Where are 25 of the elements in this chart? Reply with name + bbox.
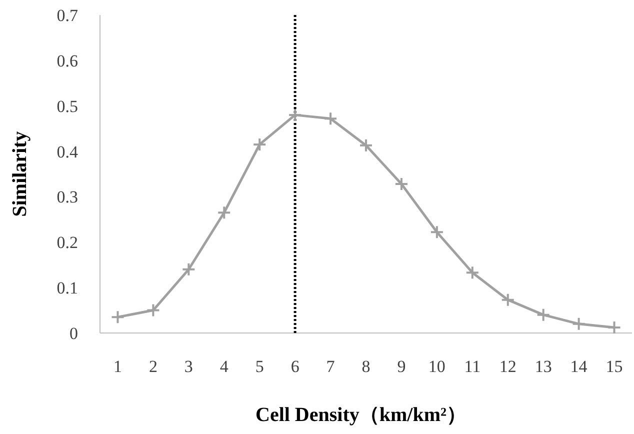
ytick: 0.6: [56, 51, 78, 70]
xtick: 9: [397, 357, 406, 376]
xtick: 10: [428, 357, 446, 376]
xtick: 4: [220, 357, 228, 376]
xtick: 13: [534, 357, 552, 376]
ytick: 0.7: [56, 6, 78, 25]
ytick: 0.5: [56, 96, 78, 116]
ytick: 0.4: [56, 142, 78, 162]
xtick: 14: [570, 357, 588, 376]
ytick: 0.1: [56, 278, 78, 298]
xtick: 11: [464, 357, 481, 376]
xtick: 2: [148, 357, 158, 376]
ylabel: Similarity: [9, 131, 31, 217]
xtick: 8: [362, 357, 370, 376]
xtick: 6: [290, 357, 300, 376]
ytick: 0.2: [56, 233, 78, 252]
xtick: 3: [184, 357, 193, 376]
xtick: 12: [499, 357, 516, 376]
xtick: 1: [113, 357, 122, 376]
xtick: 7: [326, 357, 335, 376]
xtick: 15: [606, 357, 623, 376]
ytick: 0: [70, 324, 78, 343]
xtick: 5: [255, 357, 264, 376]
ytick: 0.3: [56, 188, 78, 207]
xlabel: Cell Density（km/km²）: [256, 404, 466, 426]
